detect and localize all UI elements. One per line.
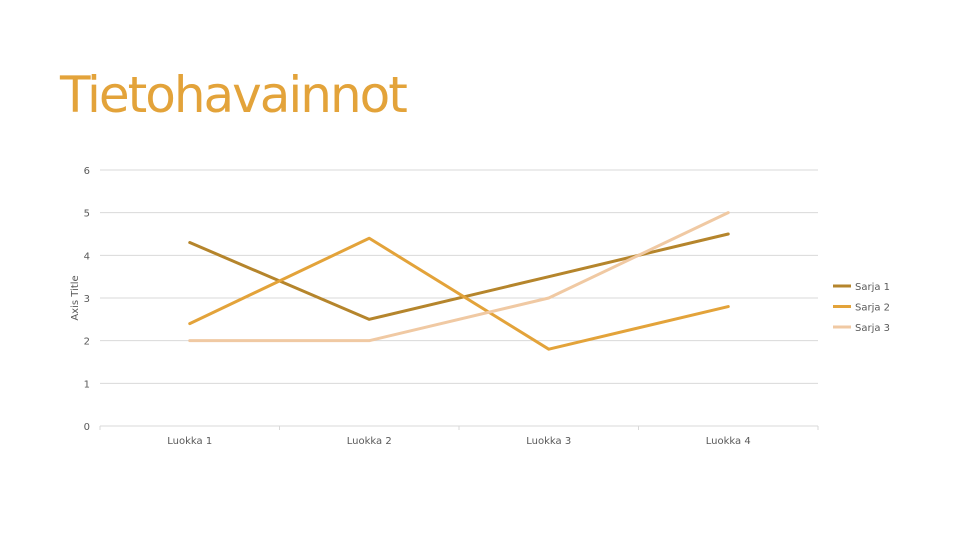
x-tick-label: Luokka 2 [347,436,392,447]
y-tick-label: 6 [84,166,90,177]
x-tick-label: Luokka 3 [526,436,571,447]
series-line-3 [188,211,730,343]
legend-label: Sarja 3 [855,323,890,334]
x-axis [99,426,819,430]
slide-title: Tietohavainnot [60,66,408,124]
series-line-1 [188,232,730,321]
x-tick-label: Luokka 4 [706,436,751,447]
y-axis-title: Axis Title [70,275,81,320]
y-tick-labels: 0 1 2 3 4 5 6 [84,166,90,433]
y-tick-label: 2 [84,337,90,348]
x-tick-labels: Luokka 1 Luokka 2 Luokka 3 Luokka 4 [167,436,750,447]
y-tick-label: 1 [84,379,90,390]
legend-label: Sarja 2 [855,303,890,314]
y-tick-label: 4 [84,251,90,262]
legend-label: Sarja 1 [855,282,890,293]
y-tick-label: 5 [84,209,90,220]
series-line-2 [188,236,730,351]
legend: Sarja 1 Sarja 2 Sarja 3 [833,282,890,334]
y-tick-label: 0 [84,422,90,433]
y-tick-label: 3 [84,294,90,305]
x-tick-label: Luokka 1 [167,436,212,447]
series-lines [188,211,730,351]
